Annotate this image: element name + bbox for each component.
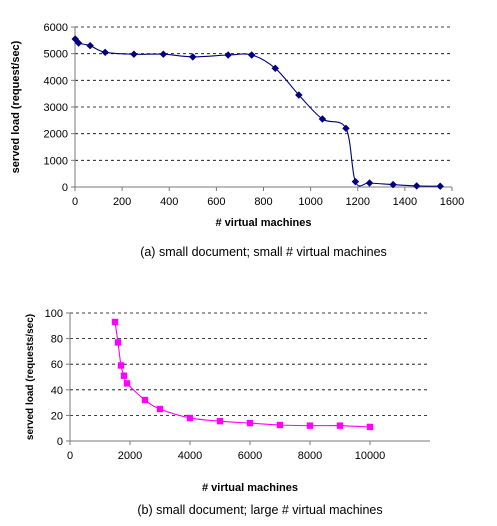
data-point <box>342 124 350 133</box>
data-point <box>130 50 138 58</box>
data-point <box>318 115 327 123</box>
chart-b: 0 20 40 60 80 100 0 2000 4000 6000 8000 10000 # virt… <box>25 308 430 517</box>
y-axis-label: served load (requests/sec) <box>25 314 36 440</box>
data-point <box>159 50 168 58</box>
x-tick-label: 1000 <box>298 196 322 208</box>
data-point <box>123 380 131 387</box>
data-point <box>271 64 280 73</box>
x-tick-label: 800 <box>254 196 272 208</box>
x-tick-label: 4000 <box>178 450 202 462</box>
y-tick-label: 3000 <box>44 102 68 114</box>
x-tick-label: 1600 <box>440 196 464 208</box>
x-tick-label: 600 <box>207 196 225 208</box>
data-point <box>216 417 224 425</box>
x-tick-label: 400 <box>160 196 178 208</box>
y-tick-label: 20 <box>51 410 63 422</box>
data-point <box>189 53 197 61</box>
data-point <box>295 91 303 99</box>
chart-a: 0 1000 2000 3000 4000 5000 6000 0 200 400 600 800 10… <box>10 22 464 259</box>
y-axis-label: served load (request/sec) <box>10 40 22 173</box>
y-tick-label: 0 <box>57 436 63 448</box>
data-point <box>156 405 164 413</box>
data-point <box>117 362 125 369</box>
series-line <box>74 38 441 187</box>
data-point <box>71 35 79 43</box>
x-tick-label: 1200 <box>346 196 370 208</box>
x-axis-label: # virtual machines <box>202 482 298 494</box>
data-point <box>436 182 444 190</box>
y-tick-label: 6000 <box>44 22 68 34</box>
data-point <box>306 422 314 429</box>
y-tick-label: 4000 <box>44 75 68 87</box>
x-tick-label: 0 <box>67 450 73 462</box>
data-point <box>120 372 128 379</box>
data-point <box>365 179 374 187</box>
chart-caption: (a) small document; small # virtual mach… <box>140 245 387 259</box>
y-tick-label: 80 <box>51 334 63 346</box>
data-point <box>114 339 122 346</box>
data-point <box>74 39 83 47</box>
data-point <box>246 419 254 427</box>
x-axis-label: # virtual machines <box>216 217 312 229</box>
x-tick-label: 2000 <box>118 450 142 462</box>
data-point <box>389 180 397 189</box>
x-tick-label: 1400 <box>393 196 417 208</box>
data-point <box>412 182 421 190</box>
chart-caption: (b) small document; large # virtual mach… <box>137 503 382 517</box>
data-point <box>366 423 374 431</box>
data-point <box>336 422 344 429</box>
data-point <box>276 421 284 429</box>
y-tick-label: 5000 <box>44 49 68 61</box>
data-point <box>86 41 94 50</box>
data-point <box>247 51 256 59</box>
y-tick-label: 100 <box>45 308 63 320</box>
y-tick-label: 60 <box>51 359 63 371</box>
x-tick-label: 0 <box>72 196 78 208</box>
x-tick-label: 6000 <box>238 450 262 462</box>
y-tick-label: 1000 <box>44 155 68 167</box>
series-line <box>114 321 371 428</box>
y-tick-label: 40 <box>51 385 63 397</box>
data-point <box>224 51 232 59</box>
x-tick-label: 10000 <box>355 450 386 462</box>
data-point <box>111 318 119 326</box>
data-point <box>186 414 194 422</box>
x-tick-label: 200 <box>113 196 131 208</box>
x-tick-label: 8000 <box>298 450 322 462</box>
y-tick-label: 2000 <box>44 129 68 141</box>
data-point <box>351 177 360 186</box>
data-point <box>141 396 149 404</box>
y-tick-label: 0 <box>62 182 68 194</box>
data-point <box>101 48 109 57</box>
